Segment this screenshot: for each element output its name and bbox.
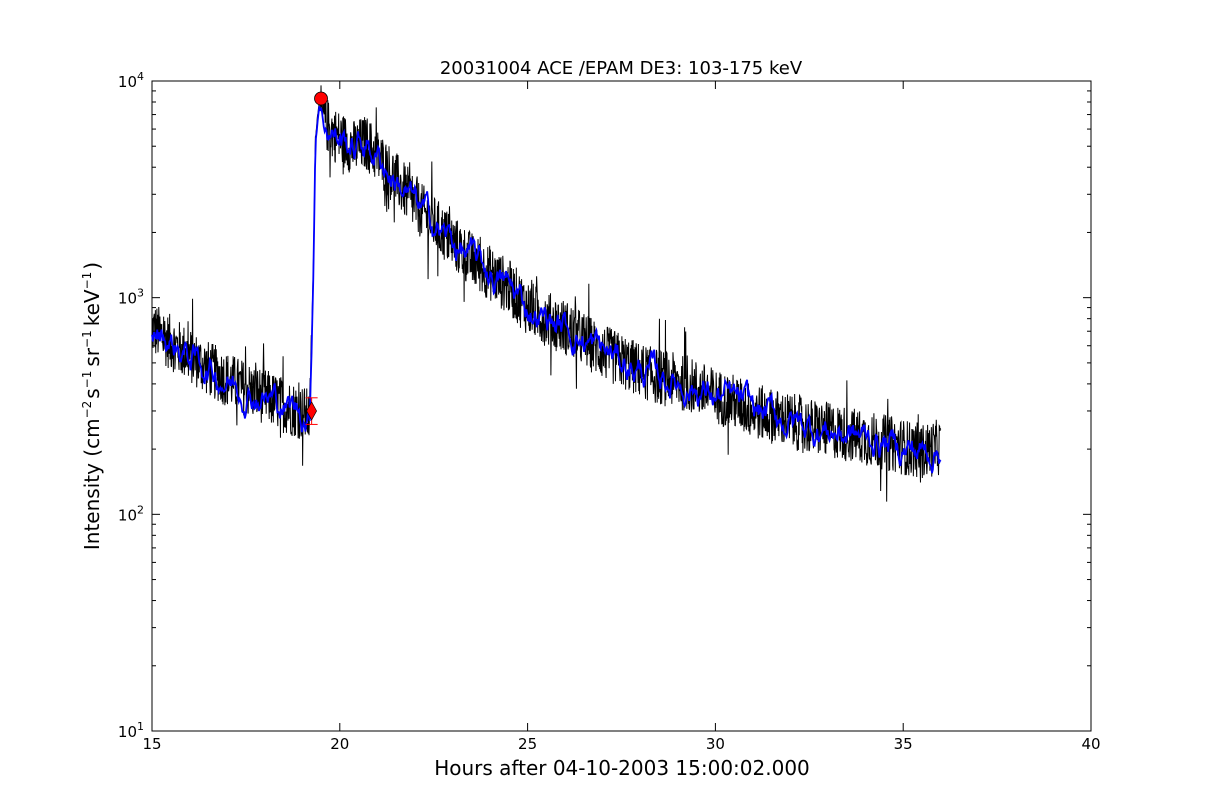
y-tick-label: 103 xyxy=(118,287,144,308)
y-axis-label-sr: sr xyxy=(80,347,104,366)
x-tick-label: 20 xyxy=(330,735,349,753)
peak-marker xyxy=(314,91,328,106)
y-axis-label-exp2: −1 xyxy=(80,371,94,389)
x-tick-label: 15 xyxy=(142,735,161,753)
y-tick-label: 104 xyxy=(118,70,144,91)
x-tick-label: 25 xyxy=(518,735,537,753)
y-axis-label-kev: keV xyxy=(80,289,104,326)
series-layer xyxy=(151,85,942,502)
x-axis-label: Hours after 04-10-2003 15:00:02.000 xyxy=(434,756,810,780)
series-smoothed-line xyxy=(151,105,942,474)
y-axis-label-exp3: −1 xyxy=(80,330,94,348)
plot-frame xyxy=(151,80,1092,732)
y-axis-label-exp1: −2 xyxy=(80,401,94,419)
series-raw-line xyxy=(151,85,942,502)
y-tick-label: 102 xyxy=(118,503,144,524)
y-axis-label-s: s xyxy=(80,388,104,398)
x-tick-label: 35 xyxy=(894,735,913,753)
chart-title: 20031004 ACE /EPAM DE3: 103-175 keV xyxy=(440,58,803,79)
onset-marker xyxy=(306,401,317,421)
x-tick-label: 30 xyxy=(706,735,725,753)
y-axis-label-end: ) xyxy=(80,262,104,270)
y-axis-label-exp4: −1 xyxy=(80,272,94,290)
x-tick-label: 40 xyxy=(1081,735,1100,753)
y-axis-label: Intensity (cm−2s−1sr−1keV−1) xyxy=(80,262,104,550)
y-axis: 101 102 103 104 xyxy=(118,70,1091,741)
x-axis: 15 20 25 30 35 40 xyxy=(142,81,1101,753)
y-tick-label: 101 xyxy=(118,720,144,741)
y-axis-label-base: Intensity (cm xyxy=(80,418,104,550)
marker-layer xyxy=(305,91,328,425)
